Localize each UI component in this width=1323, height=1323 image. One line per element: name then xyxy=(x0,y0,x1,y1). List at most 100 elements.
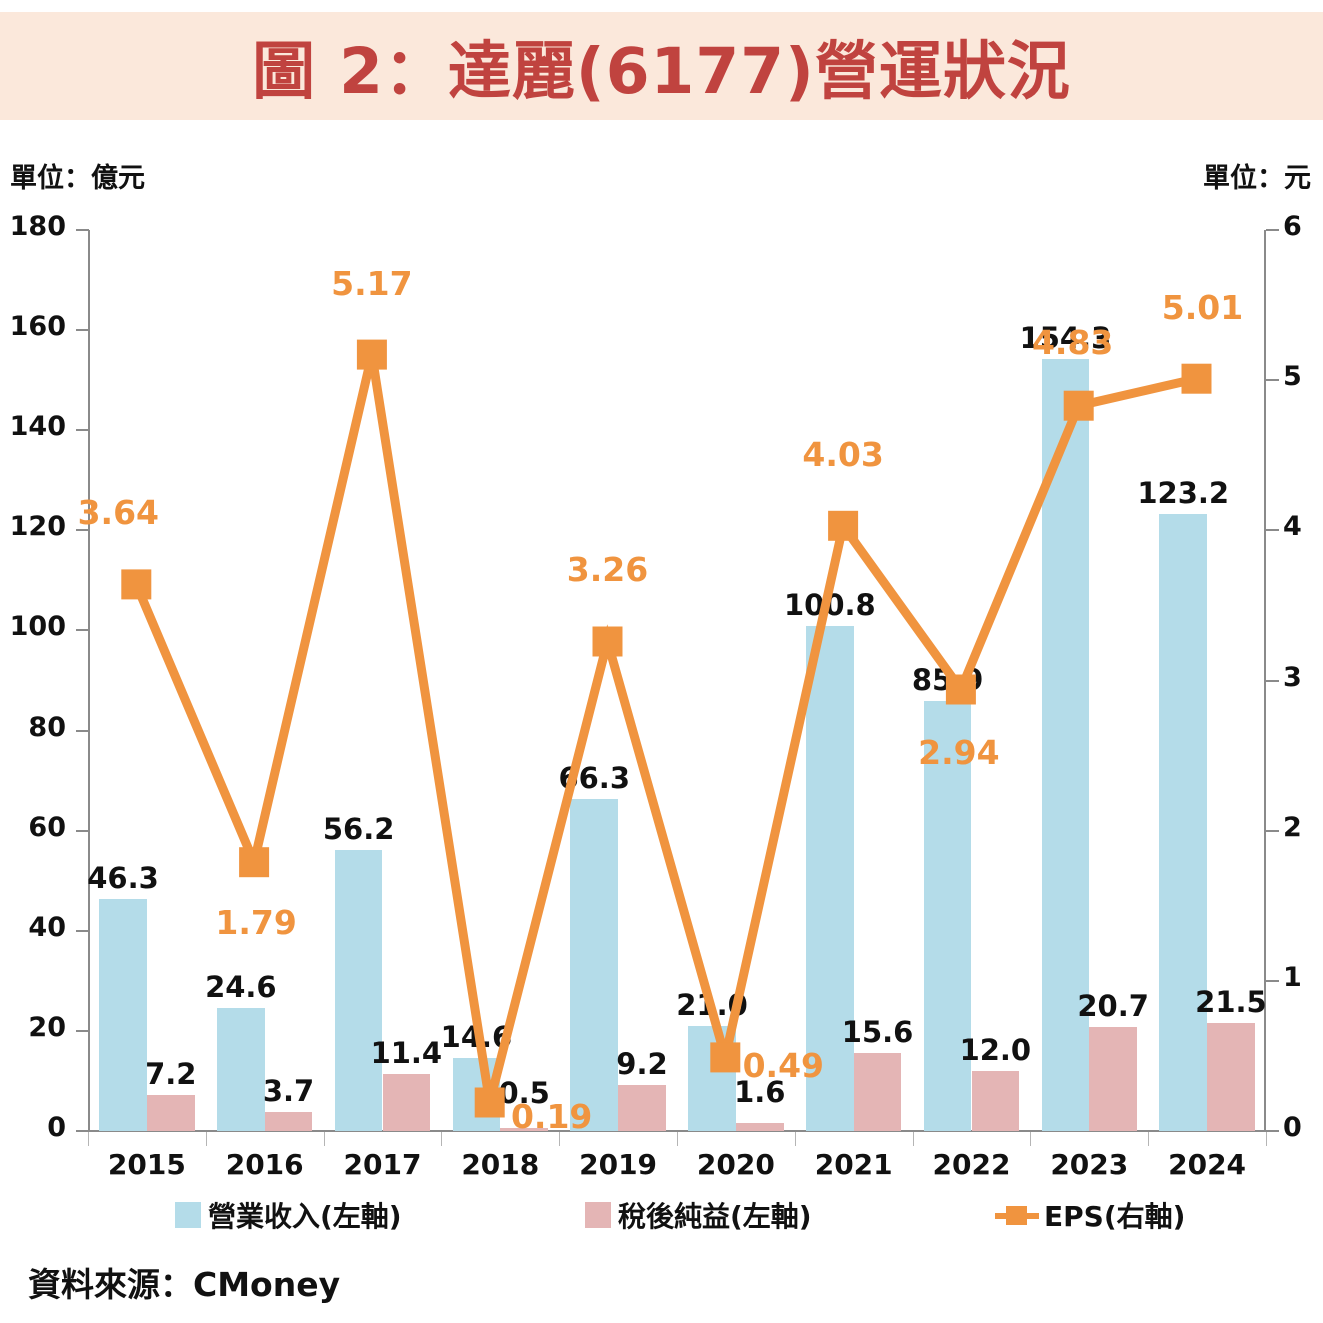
bar-revenue-2016[interactable] xyxy=(216,1007,265,1131)
eps-value-label-2017: 5.17 xyxy=(331,263,413,303)
eps-marker-2018[interactable] xyxy=(474,1087,505,1118)
y-axis-right-tick-label: 5 xyxy=(1283,361,1302,393)
x-axis-tick-label[interactable]: 2022 xyxy=(932,1148,1011,1181)
source-note: 資料來源：CMoney xyxy=(28,1265,341,1304)
y-axis-left-tick xyxy=(76,429,89,432)
x-axis-tick-label[interactable]: 2024 xyxy=(1168,1148,1247,1181)
x-axis-tick xyxy=(559,1132,561,1146)
eps-value-label-2016: 1.79 xyxy=(215,903,297,943)
bar-profit-2017[interactable] xyxy=(382,1073,431,1131)
y-axis-right-tick xyxy=(1266,529,1279,532)
bar-profit-2016[interactable] xyxy=(264,1112,313,1131)
y-axis-right-line xyxy=(1264,230,1266,1131)
y-axis-left-line xyxy=(88,230,90,1131)
y-axis-right-tick xyxy=(1266,1130,1279,1132)
bar-profit-2020[interactable] xyxy=(735,1122,784,1131)
x-axis-tick-label[interactable]: 2020 xyxy=(696,1148,775,1181)
eps-polyline xyxy=(132,353,1198,1104)
x-axis-tick xyxy=(1030,1132,1032,1146)
y-axis-left-tick-label: 180 xyxy=(9,211,66,242)
legend-item-revenue[interactable]: 營業收入(左軸) xyxy=(175,1195,402,1235)
x-axis-tick-label[interactable]: 2019 xyxy=(579,1148,658,1181)
eps-value-label-2023: 4.83 xyxy=(1031,322,1114,362)
bar-value-label-revenue-2017: 56.2 xyxy=(322,811,395,846)
bar-value-label-revenue-2015: 46.3 xyxy=(87,861,159,896)
legend-swatch-icon xyxy=(175,1202,201,1228)
eps-marker-2023[interactable] xyxy=(1063,390,1094,421)
y-axis-left-tick-label: 120 xyxy=(9,511,66,543)
bar-revenue-2022[interactable] xyxy=(923,701,972,1131)
bar-profit-2018[interactable] xyxy=(500,1128,548,1131)
bar-value-label-profit-2022: 12.0 xyxy=(959,1032,1032,1067)
eps-value-label-2015: 3.64 xyxy=(77,493,159,533)
page-title: 圖 2：達麗(6177)營運狀況 xyxy=(252,34,1071,108)
y-axis-left-tick xyxy=(76,929,89,932)
eps-marker-2021[interactable] xyxy=(828,510,859,541)
x-axis-tick-label[interactable]: 2016 xyxy=(225,1148,304,1181)
eps-marker-2020[interactable] xyxy=(710,1042,741,1073)
eps-marker-2015[interactable] xyxy=(121,569,152,600)
bar-profit-2022[interactable] xyxy=(971,1070,1020,1131)
eps-marker-2022[interactable] xyxy=(945,674,976,705)
x-axis-tick-label[interactable]: 2021 xyxy=(814,1148,893,1181)
bar-value-label-profit-2024: 21.5 xyxy=(1195,985,1267,1020)
y-axis-right-tick xyxy=(1266,379,1279,382)
bar-value-label-profit-2021: 15.6 xyxy=(841,1014,914,1049)
y-axis-left-tick-label: 100 xyxy=(9,611,66,643)
y-axis-left-tick xyxy=(76,1029,89,1032)
x-axis-tick xyxy=(1266,1132,1267,1146)
y-axis-left-tick-label: 60 xyxy=(28,811,66,843)
y-axis-right-tick-label: 4 xyxy=(1283,511,1302,543)
y-axis-left-tick-label: 0 xyxy=(47,1112,66,1143)
y-axis-left-tick xyxy=(76,629,89,632)
bar-profit-2023[interactable] xyxy=(1089,1027,1137,1131)
x-axis-tick-label[interactable]: 2017 xyxy=(343,1148,422,1181)
left-axis-unit-label: 單位：億元 xyxy=(10,163,145,194)
bar-revenue-2019[interactable] xyxy=(570,799,619,1131)
bar-profit-2021[interactable] xyxy=(853,1052,902,1131)
x-axis-tick-label[interactable]: 2015 xyxy=(107,1148,186,1181)
bar-revenue-2015[interactable] xyxy=(99,899,147,1131)
y-axis-right-tick xyxy=(1266,229,1279,231)
x-axis-line xyxy=(88,1130,1266,1132)
eps-marker-2016[interactable] xyxy=(239,847,270,878)
x-axis-tick xyxy=(794,1132,796,1146)
bar-value-label-profit-2019: 9.2 xyxy=(616,1046,668,1081)
legend-label: 稅後純益(左軸) xyxy=(618,1200,812,1233)
bar-profit-2024[interactable] xyxy=(1207,1023,1255,1131)
bar-revenue-2024[interactable] xyxy=(1159,514,1208,1131)
y-axis-left-tick-label: 80 xyxy=(28,711,66,743)
y-axis-right-tick-label: 3 xyxy=(1283,661,1302,693)
bar-profit-2015[interactable] xyxy=(146,1094,195,1131)
y-axis-left-tick-label: 160 xyxy=(9,311,66,343)
y-axis-left-tick xyxy=(76,1130,89,1132)
legend-item-profit[interactable]: 稅後純益(左軸) xyxy=(585,1195,812,1235)
title-banner: 圖 2：達麗(6177)營運狀況 xyxy=(0,12,1323,120)
legend-label: 營業收入(左軸) xyxy=(208,1200,402,1233)
eps-value-label-2020: 0.49 xyxy=(742,1046,824,1086)
x-axis-tick-label[interactable]: 2018 xyxy=(461,1148,540,1181)
y-axis-right-tick xyxy=(1266,679,1279,682)
bar-revenue-2017[interactable] xyxy=(334,849,383,1131)
eps-value-label-2019: 3.26 xyxy=(566,550,649,590)
bar-value-label-revenue-2023: 154.3 xyxy=(1019,320,1112,355)
eps-marker-2017[interactable] xyxy=(356,339,387,370)
y-axis-right-tick-label: 2 xyxy=(1283,811,1302,843)
y-axis-left-tick xyxy=(76,829,89,832)
bar-value-label-profit-2018: 0.5 xyxy=(498,1076,550,1111)
x-axis-tick xyxy=(677,1132,678,1146)
bar-value-label-revenue-2024: 123.2 xyxy=(1137,476,1230,511)
bar-value-label-profit-2015: 7.2 xyxy=(145,1056,197,1091)
bar-revenue-2021[interactable] xyxy=(805,626,854,1131)
eps-value-label-2024: 5.01 xyxy=(1161,287,1244,327)
eps-marker-2019[interactable] xyxy=(592,626,623,657)
bar-profit-2019[interactable] xyxy=(618,1084,666,1131)
y-axis-right-tick-label: 6 xyxy=(1283,211,1302,242)
eps-marker-2024[interactable] xyxy=(1181,363,1212,394)
legend-item-eps[interactable]: EPS(右軸) xyxy=(995,1195,1185,1235)
eps-value-label-2022: 2.94 xyxy=(918,732,1000,772)
x-axis-tick-label[interactable]: 2023 xyxy=(1050,1148,1129,1181)
y-axis-left-tick xyxy=(76,529,89,532)
y-axis-left-tick xyxy=(76,729,89,732)
